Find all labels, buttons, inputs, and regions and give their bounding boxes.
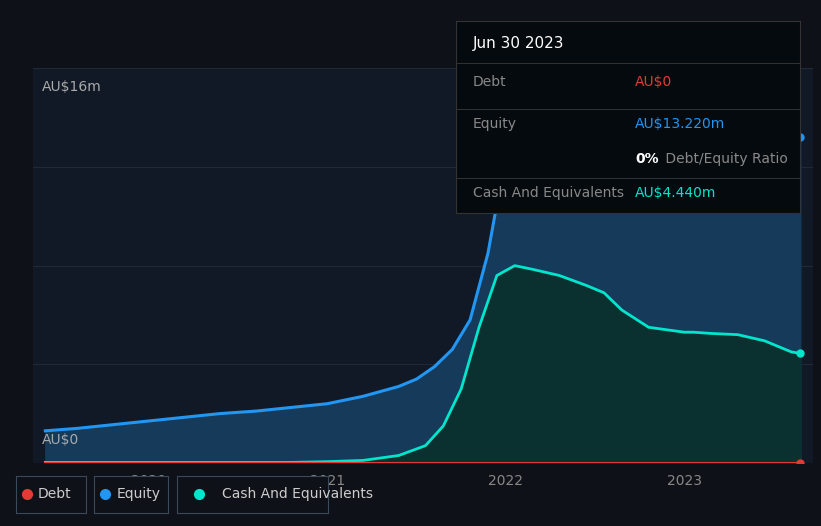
Text: Equity: Equity (117, 488, 161, 501)
Text: AU$13.220m: AU$13.220m (635, 117, 725, 131)
Text: AU$0: AU$0 (42, 433, 80, 447)
Text: Debt/Equity Ratio: Debt/Equity Ratio (661, 151, 787, 166)
Text: AU$16m: AU$16m (42, 80, 102, 94)
Text: AU$4.440m: AU$4.440m (635, 186, 717, 200)
Text: Debt: Debt (473, 75, 507, 89)
Text: Cash And Equivalents: Cash And Equivalents (473, 186, 624, 200)
Text: Jun 30 2023: Jun 30 2023 (473, 36, 564, 52)
Text: Equity: Equity (473, 117, 517, 131)
Text: 0%: 0% (635, 151, 658, 166)
Text: Cash And Equivalents: Cash And Equivalents (222, 488, 373, 501)
Text: AU$0: AU$0 (635, 75, 672, 89)
Text: Debt: Debt (38, 488, 71, 501)
